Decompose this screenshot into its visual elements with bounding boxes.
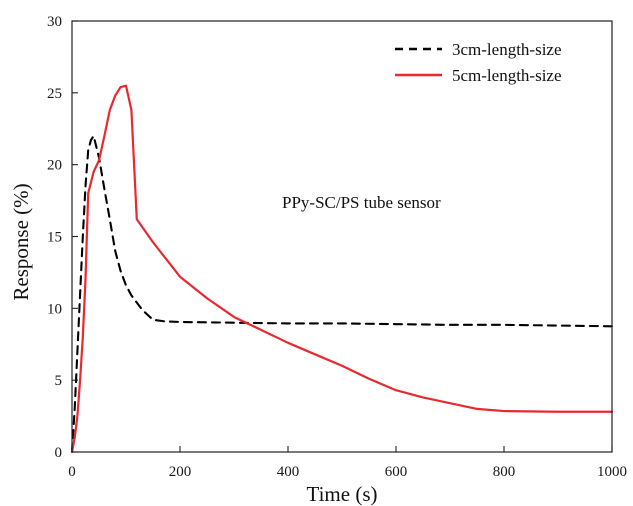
plot-layer (70, 84, 614, 454)
y-axis-title: Response (%) (9, 183, 33, 300)
legend: 3cm-length-size 5cm-length-size (395, 40, 562, 85)
annotation-text: PPy-SC/PS tube sensor (282, 193, 441, 212)
y-tick-label: 0 (55, 445, 63, 461)
x-tick-label: 600 (385, 464, 408, 480)
y-tick-label: 15 (47, 230, 62, 246)
plot-frame (71, 20, 613, 453)
x-tick-label: 800 (493, 464, 516, 480)
y-tick-label: 20 (47, 158, 62, 174)
x-tick-label: 0 (68, 464, 76, 480)
y-tick-label: 5 (55, 373, 63, 389)
x-tick-label: 200 (169, 464, 192, 480)
y-tick-label: 25 (47, 86, 62, 102)
x-tick-label: 400 (277, 464, 300, 480)
legend-label-5cm: 5cm-length-size (452, 66, 562, 85)
y-tick-label: 30 (47, 14, 62, 30)
series-line-5cm (70, 84, 614, 454)
x-tick-label: 1000 (597, 464, 627, 480)
axes-layer: 0 200 400 600 800 1000 0 5 10 15 20 25 30 (47, 14, 627, 480)
legend-label-3cm: 3cm-length-size (452, 40, 562, 59)
series-line-3cm (70, 134, 614, 454)
x-axis-title: Time (s) (307, 482, 378, 506)
y-tick-label: 10 (47, 301, 62, 317)
